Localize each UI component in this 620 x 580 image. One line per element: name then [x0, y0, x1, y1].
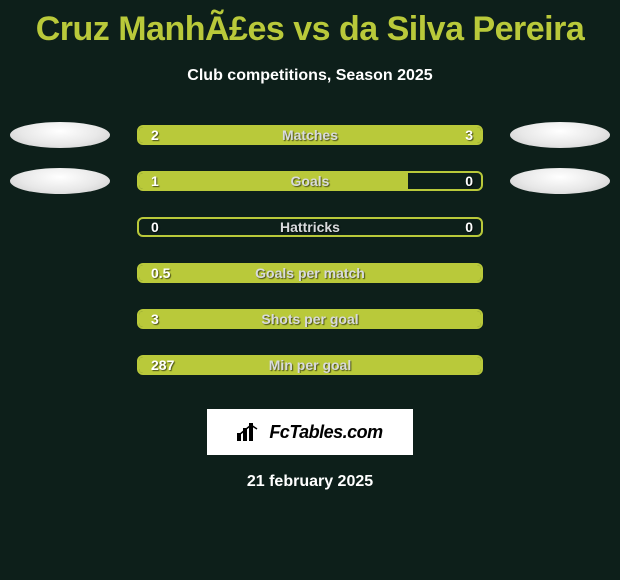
- stat-label: Goals: [291, 173, 330, 189]
- stat-row: 3 Shots per goal: [0, 309, 620, 329]
- brand-text: FcTables.com: [269, 422, 382, 443]
- stat-value-left: 287: [151, 357, 174, 373]
- brand-bars-icon: [237, 423, 263, 441]
- player-left-oval: [10, 168, 110, 194]
- stats-container: 2 3 Matches 1 0 Goals 0 0 Hattricks 0.5 Goals per …: [0, 125, 620, 375]
- fill-left: [139, 127, 276, 143]
- stat-value-left: 0.5: [151, 265, 170, 281]
- player-right-oval: [510, 168, 610, 194]
- stat-value-left: 0: [151, 219, 159, 235]
- stat-row: 0 0 Hattricks: [0, 217, 620, 237]
- stat-track: 2 3 Matches: [137, 125, 483, 145]
- stat-track: 3 Shots per goal: [137, 309, 483, 329]
- stat-track: 0 0 Hattricks: [137, 217, 483, 237]
- stat-label: Hattricks: [280, 219, 340, 235]
- stat-row: 1 0 Goals: [0, 171, 620, 191]
- stat-row: 0.5 Goals per match: [0, 263, 620, 283]
- stat-label: Min per goal: [269, 357, 351, 373]
- stat-value-left: 2: [151, 127, 159, 143]
- player-left-oval: [10, 122, 110, 148]
- stat-value-right: 0: [465, 219, 473, 235]
- player-right-oval: [510, 122, 610, 148]
- stat-value-left: 3: [151, 311, 159, 327]
- stat-track: 0.5 Goals per match: [137, 263, 483, 283]
- stat-track: 287 Min per goal: [137, 355, 483, 375]
- stat-label: Shots per goal: [261, 311, 358, 327]
- stat-value-left: 1: [151, 173, 159, 189]
- subtitle: Club competitions, Season 2025: [0, 67, 620, 85]
- stat-row: 287 Min per goal: [0, 355, 620, 375]
- date-label: 21 february 2025: [0, 473, 620, 491]
- stat-row: 2 3 Matches: [0, 125, 620, 145]
- stat-track: 1 0 Goals: [137, 171, 483, 191]
- stat-value-right: 3: [465, 127, 473, 143]
- brand-badge: FcTables.com: [207, 409, 413, 455]
- stat-label: Matches: [282, 127, 338, 143]
- page-title: Cruz ManhÃ£es vs da Silva Pereira: [0, 0, 620, 49]
- stat-value-right: 0: [465, 173, 473, 189]
- stat-label: Goals per match: [255, 265, 365, 281]
